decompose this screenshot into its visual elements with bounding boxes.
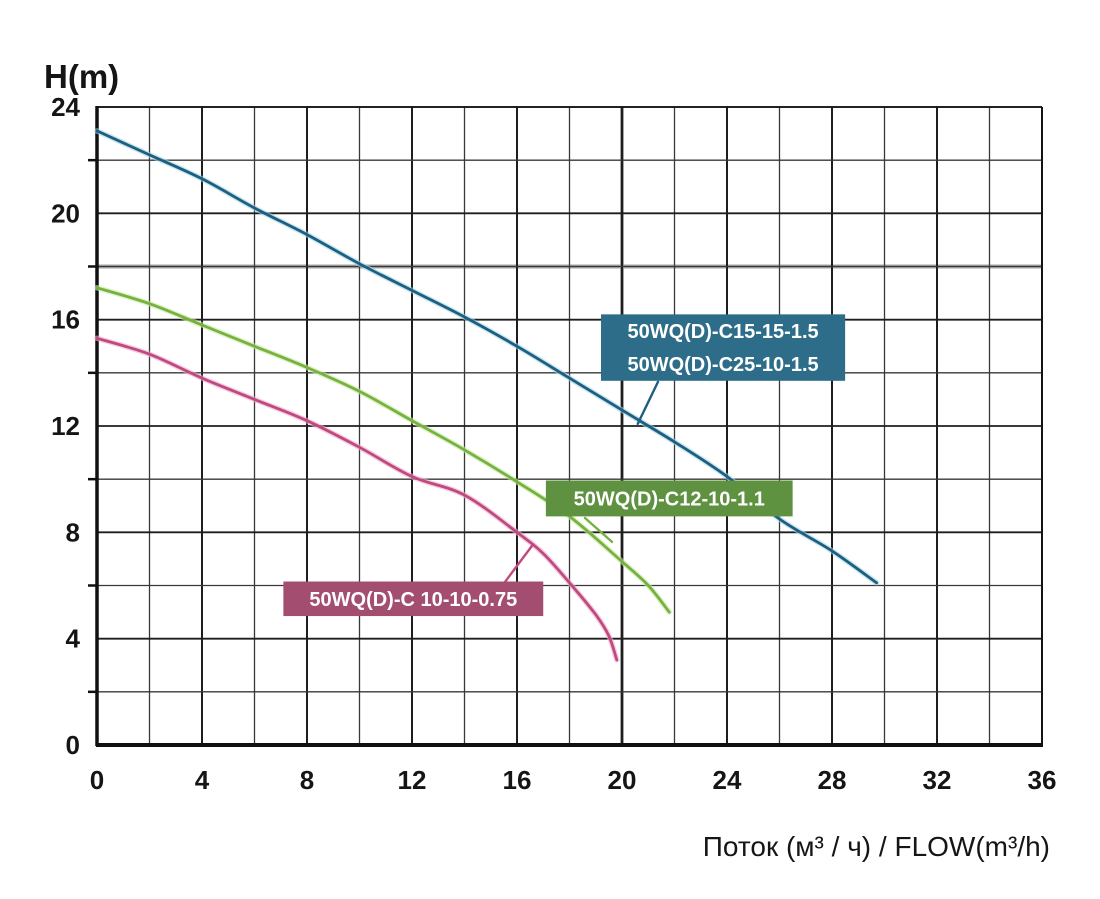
x-tick-label: 28 [818,765,847,795]
curve-c15-c25-label-text: 50WQ(D)-C15-15-1.5 [627,321,818,343]
curve-layer [94,128,880,663]
axis-text-layer: H(m) Поток (м³ / ч) / FLOW(m³/h) 0 4 8 12 16… [44,58,1056,862]
grid-layer [96,106,1043,746]
y-tick-label: 0 [66,730,80,760]
x-tick-label: 0 [90,765,104,795]
x-tick-label: 16 [503,765,532,795]
y-tick-label: 24 [51,92,80,122]
x-tick-label: 4 [195,765,210,795]
y-tick-label: 20 [51,198,80,228]
curve-c12-halo [94,285,673,615]
curve-c10-label-text: 50WQ(D)-C 10-10-0.75 [309,589,517,611]
x-tick-label: 32 [923,765,952,795]
y-tick-label: 12 [51,411,80,441]
curve-c12-label-text: 50WQ(D)-C12-10-1.1 [574,488,765,510]
curve-c10-label-box [283,581,544,617]
x-axis-title: Поток (м³ / ч) / FLOW(m³/h) [703,831,1050,862]
x-tick-label: 20 [608,765,637,795]
x-tick-label: 12 [398,765,427,795]
annotation-layer: 50WQ(D)-C15-15-1.5 50WQ(D)-C25-10-1.5 50WQ… [283,314,846,617]
curve-c12-leader-line [583,516,614,544]
y-axis-title: H(m) [44,58,119,95]
y-tick-label: 16 [51,305,80,335]
curve-c10-leader-line [503,544,534,584]
y-tick-label: 4 [66,624,81,654]
x-tick-label: 36 [1028,765,1057,795]
curve-c12 [95,286,671,614]
x-tick-label: 8 [300,765,314,795]
axis-frame-layer [88,106,1043,747]
curve-c15-c25-label-box [601,314,846,381]
x-tick-label: 24 [713,765,742,795]
curve-c15-c25-label-text: 50WQ(D)-C25-10-1.5 [627,354,818,376]
curve-c12-label-box [545,480,793,517]
y-tick-label: 8 [66,517,80,547]
curve-c10 [95,336,619,662]
curve-c15-c25-leader-line [636,380,660,426]
